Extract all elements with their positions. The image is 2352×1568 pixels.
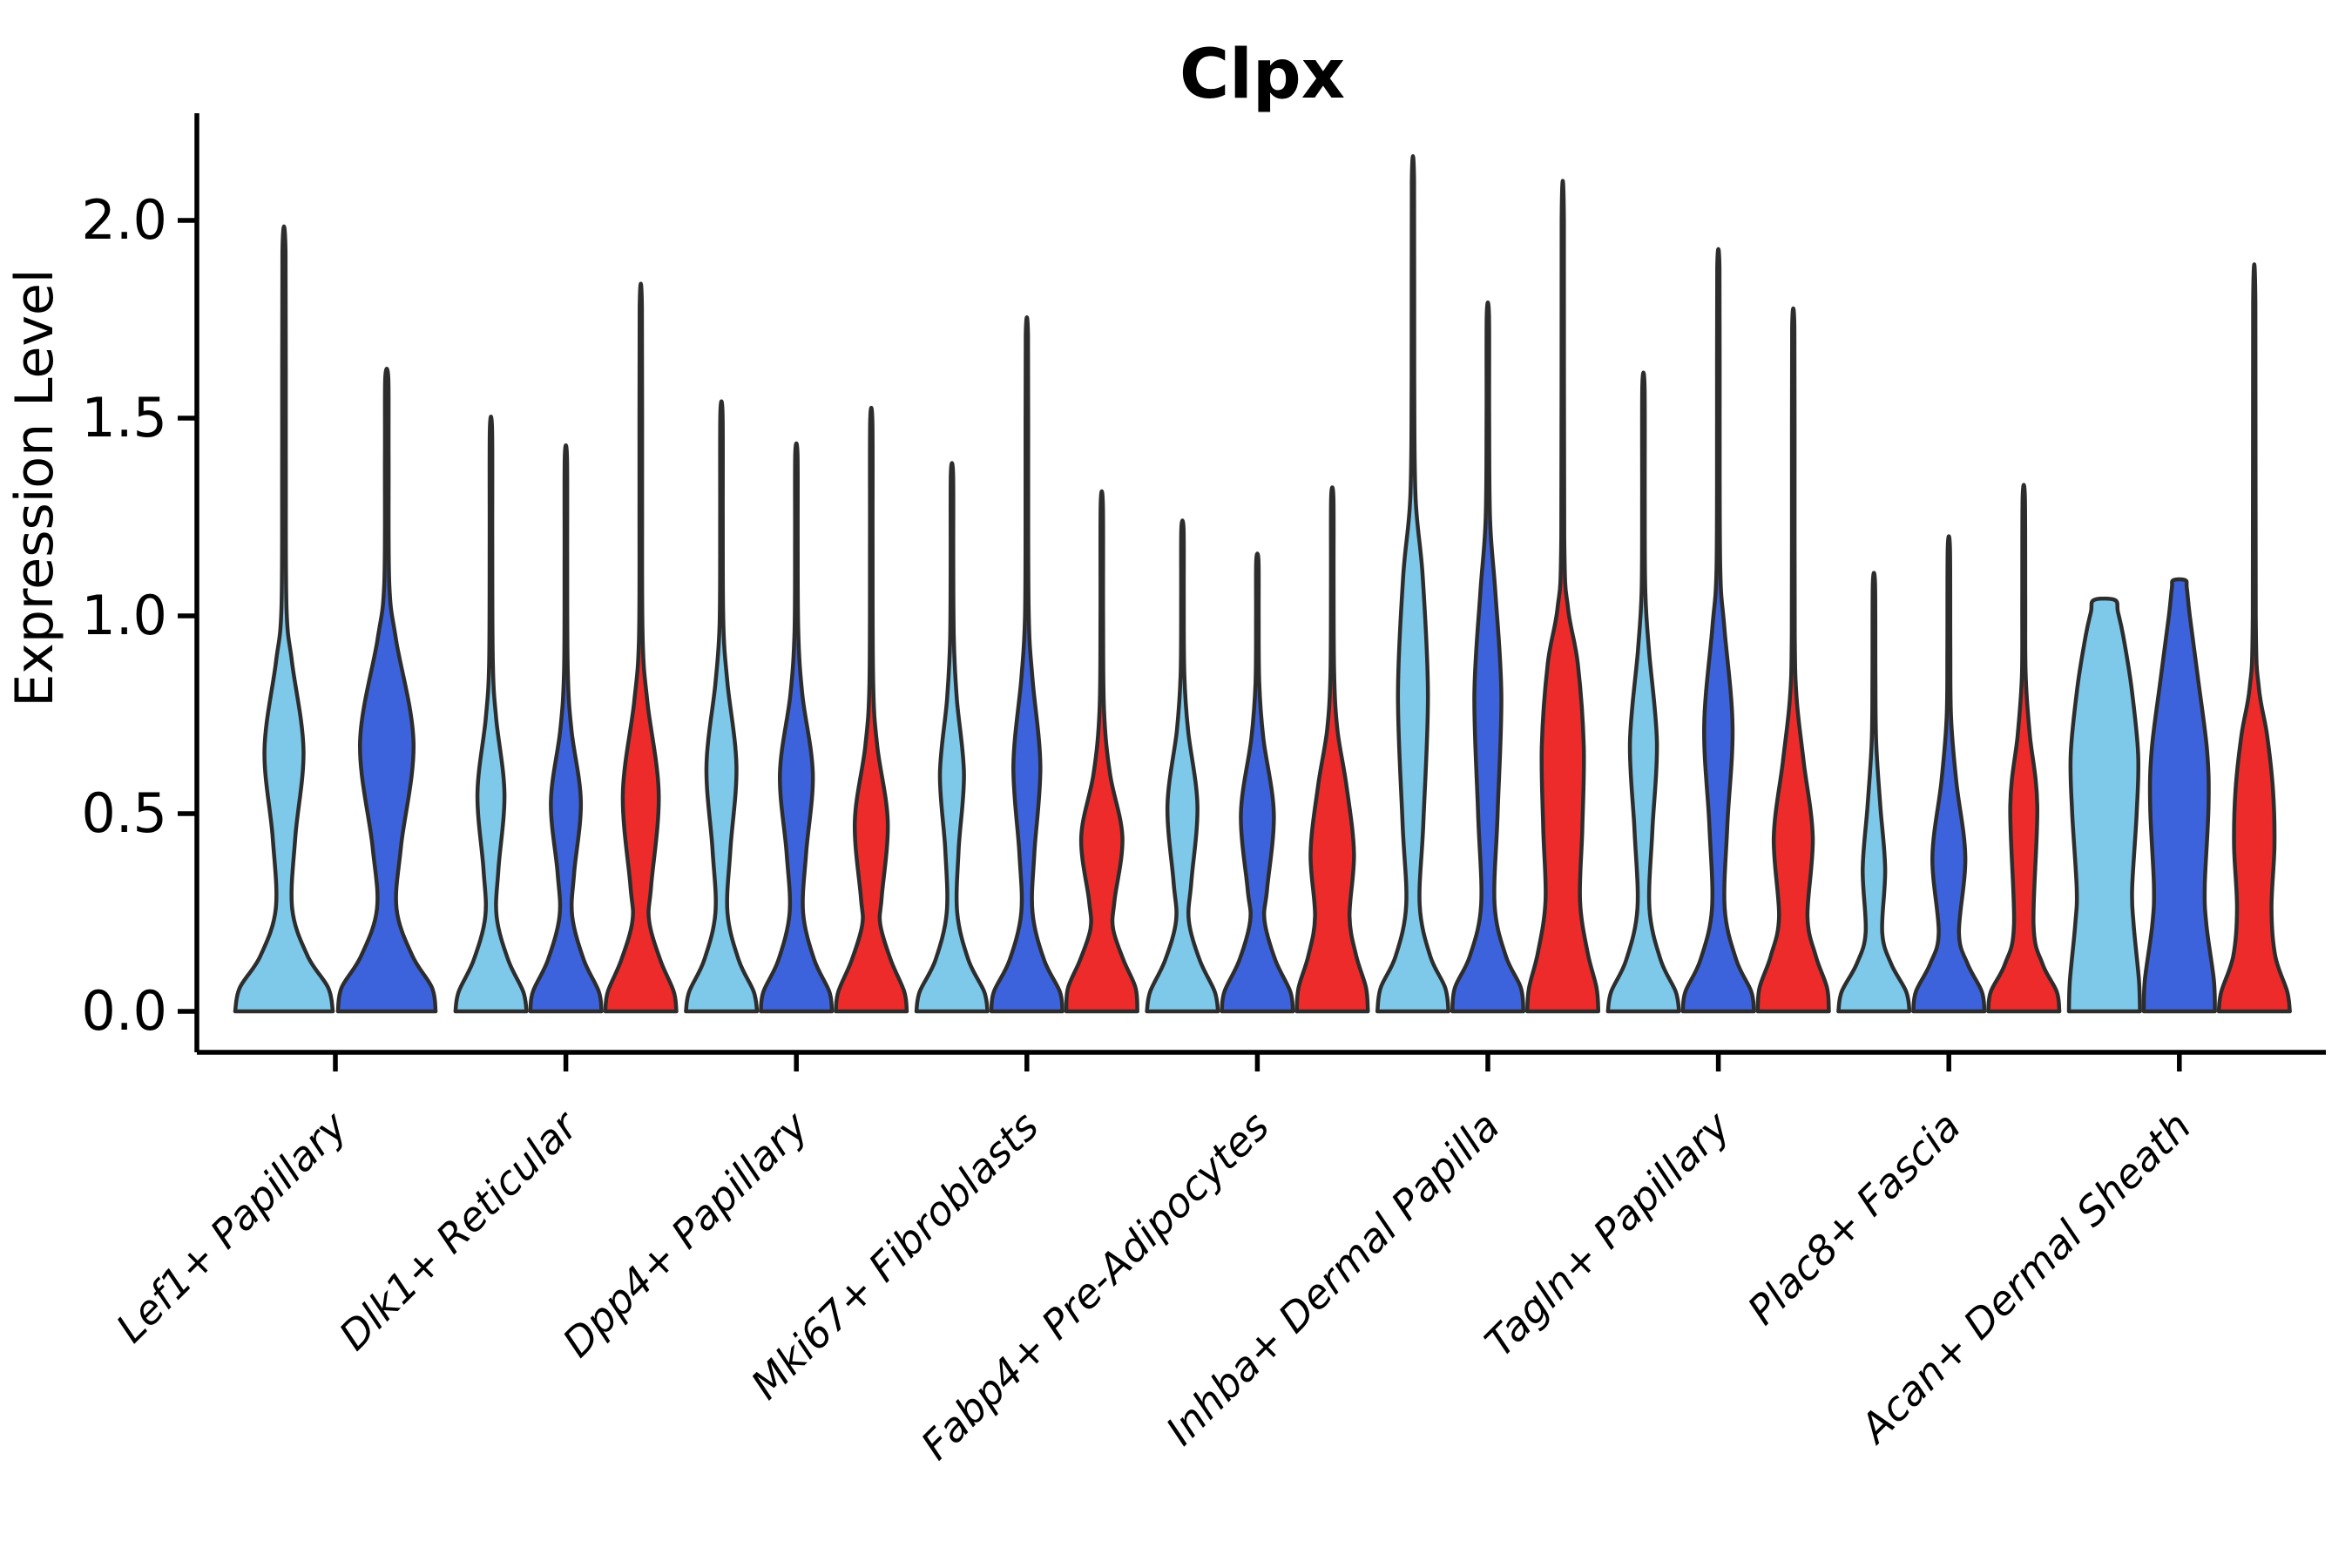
chart-title: Clpx <box>1179 36 1345 114</box>
violin-light_blue <box>453 415 529 1014</box>
violin-light_blue <box>1836 571 1912 1014</box>
violins-layer <box>233 154 2292 1014</box>
y-axis-label: Expression Level <box>4 268 65 706</box>
x-tick-label: Dlk1+ Reticular <box>330 1100 589 1359</box>
violin-dark_blue <box>1911 534 1987 1014</box>
violin-light_blue <box>684 399 760 1014</box>
violin-dark_blue <box>335 367 438 1014</box>
violin-light_blue <box>1145 518 1220 1014</box>
y-tick-label: 0.0 <box>81 979 167 1043</box>
y-tick-label: 1.5 <box>81 386 167 449</box>
violin-red <box>1755 306 1831 1014</box>
violin-red <box>1064 489 1139 1014</box>
violin-red <box>603 281 679 1014</box>
violin-red <box>2216 262 2292 1014</box>
x-tick-label: Tagln+ Papillary <box>1476 1102 1740 1366</box>
x-tick-label: Dpp4+ Papillary <box>553 1102 817 1366</box>
violin-light_blue <box>1375 154 1451 1014</box>
violin-dark_blue <box>1220 551 1295 1014</box>
y-tick-label: 2.0 <box>81 188 167 252</box>
violin-light_blue <box>1605 370 1681 1014</box>
y-tick-label: 1.0 <box>81 584 167 647</box>
violin-dark_blue <box>1450 300 1526 1014</box>
y-tick-label: 0.5 <box>81 781 167 845</box>
violin-light_blue <box>233 224 335 1014</box>
violin-red <box>1524 179 1601 1014</box>
violin-dark_blue <box>528 443 604 1014</box>
violin-light_blue <box>914 461 990 1014</box>
violin-dark_blue <box>1680 247 1756 1014</box>
violin-red <box>834 405 909 1014</box>
violin-red <box>1294 485 1370 1014</box>
x-tick-label: Lef1+ Papillary <box>107 1102 356 1351</box>
violin-dark_blue <box>759 441 835 1014</box>
violin-red <box>1986 483 2062 1014</box>
violin-dark_blue <box>989 314 1064 1014</box>
violin-light_blue <box>2066 596 2142 1014</box>
violin-dark_blue <box>2141 577 2217 1014</box>
x-tick-label: Plac8+ Fascia <box>1739 1103 1970 1334</box>
